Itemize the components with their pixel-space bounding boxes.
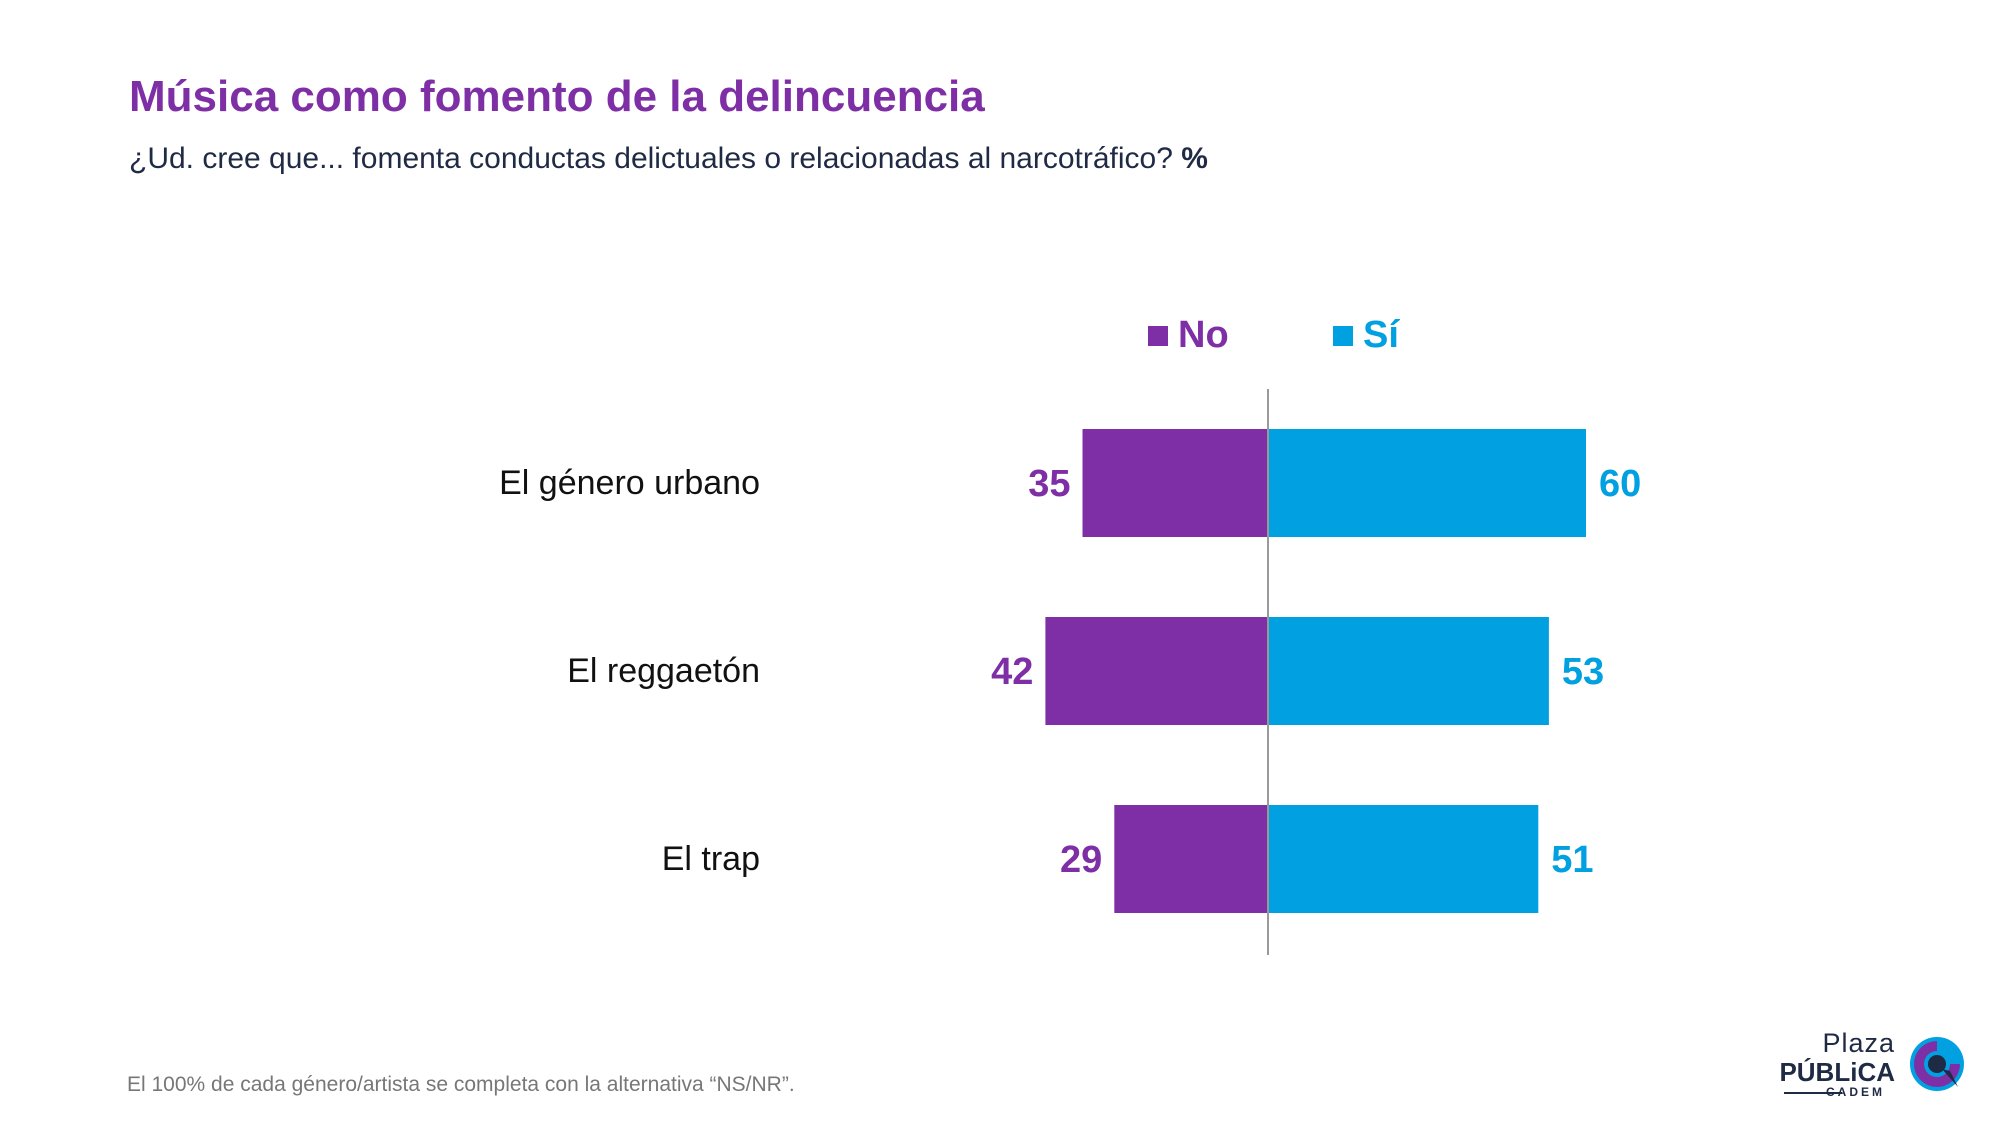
legend-label-si: Sí xyxy=(1363,314,1400,356)
category-label: El género urbano xyxy=(499,464,760,502)
value-label-no: 29 xyxy=(1060,839,1102,881)
value-label-si: 51 xyxy=(1551,839,1593,881)
bar-no xyxy=(1082,429,1268,537)
value-label-si: 60 xyxy=(1599,463,1641,505)
legend-swatch-no xyxy=(1148,326,1168,346)
value-label-si: 53 xyxy=(1562,651,1604,693)
bar-si xyxy=(1268,429,1586,537)
value-label-no: 42 xyxy=(991,651,1033,693)
category-label: El trap xyxy=(662,840,760,878)
bar-no xyxy=(1045,617,1268,725)
plaza-publica-cadem-logo: Plaza PÚBLiCA CADEM xyxy=(1779,1028,1980,1099)
footnote: El 100% de cada género/artista se comple… xyxy=(127,1073,795,1096)
value-label-no: 35 xyxy=(1028,463,1070,505)
logo-text-cadem: CADEM xyxy=(1826,1085,1885,1099)
category-label: El reggaetón xyxy=(567,652,760,690)
logo-swirl-icon xyxy=(1910,1037,1964,1091)
legend-label-no: No xyxy=(1178,314,1229,356)
chart-title: Música como fomento de la delincuencia xyxy=(129,72,985,121)
subtitle-question: ¿Ud. cree que... fomenta conductas delic… xyxy=(129,142,1173,175)
chart-subtitle: ¿Ud. cree que... fomenta conductas delic… xyxy=(129,142,1208,176)
bar-no xyxy=(1114,805,1268,913)
bar-si xyxy=(1268,617,1549,725)
bar-si xyxy=(1268,805,1539,913)
logo-text-publica: PÚBLiCA xyxy=(1779,1057,1895,1087)
logo-underline xyxy=(1784,1092,1842,1094)
logo-text-plaza: Plaza xyxy=(1822,1028,1895,1058)
legend-swatch-si xyxy=(1333,326,1353,346)
subtitle-unit: % xyxy=(1181,142,1208,175)
